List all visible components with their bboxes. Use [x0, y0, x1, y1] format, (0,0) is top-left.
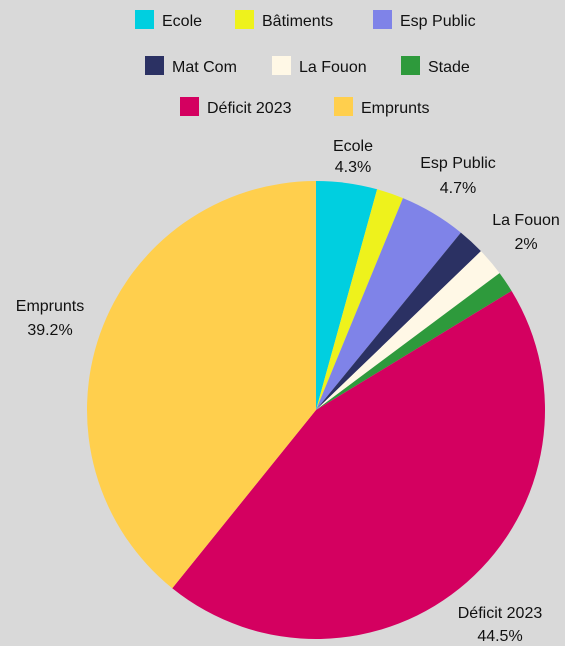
pie-slice-batiments: [316, 189, 403, 410]
data-label-name-emprunts: Emprunts: [16, 298, 84, 315]
legend-label-mat-com: Mat Com: [172, 59, 237, 76]
data-label-value-ecole: 4.3%: [335, 159, 371, 176]
pie-slice-stade: [316, 273, 512, 410]
data-label-name-deficit-2023: Déficit 2023: [458, 605, 543, 622]
legend-swatch-ecole: [135, 10, 154, 29]
legend-label-stade: Stade: [428, 59, 470, 76]
pie-slices: [86, 181, 546, 640]
legend-label-deficit-2023: Déficit 2023: [207, 100, 292, 117]
legend-label-ecole: Ecole: [162, 13, 202, 30]
legend-label-emprunts: Emprunts: [361, 100, 429, 117]
legend-swatch-la-fouon: [272, 56, 291, 75]
data-label-value-esp-public: 4.7%: [440, 180, 476, 197]
data-label-name-esp-public: Esp Public: [420, 155, 496, 172]
pie-slice-deficit-2023: [172, 290, 546, 640]
data-label-value-la-fouon: 2%: [514, 236, 537, 253]
legend-swatch-deficit-2023: [180, 97, 199, 116]
pie-slice-ecole: [316, 181, 378, 410]
legend-swatch-stade: [401, 56, 420, 75]
pie-slice-emprunts: [86, 181, 316, 589]
pie-slice-la-fouon: [316, 251, 500, 410]
legend-swatch-batiments: [235, 10, 254, 29]
data-label-value-deficit-2023: 44.5%: [477, 628, 522, 645]
legend-swatch-esp-public: [373, 10, 392, 29]
legend-label-la-fouon: La Fouon: [299, 59, 367, 76]
legend-swatch-emprunts: [334, 97, 353, 116]
legend: Ecole Bâtiments Esp Public Mat Com La Fouon S…: [135, 10, 476, 117]
data-label-name-la-fouon: La Fouon: [492, 212, 560, 229]
pie-slice-esp-public: [316, 198, 461, 410]
data-label-name-ecole: Ecole: [333, 138, 373, 155]
legend-label-esp-public: Esp Public: [400, 13, 476, 30]
pie-slice-mat-com: [316, 232, 481, 410]
data-labels: Ecole 4.3% Esp Public 4.7% La Fouon 2% Déficit…: [16, 138, 560, 645]
legend-swatch-mat-com: [145, 56, 164, 75]
data-label-value-emprunts: 39.2%: [27, 322, 72, 339]
legend-label-batiments: Bâtiments: [262, 13, 333, 30]
